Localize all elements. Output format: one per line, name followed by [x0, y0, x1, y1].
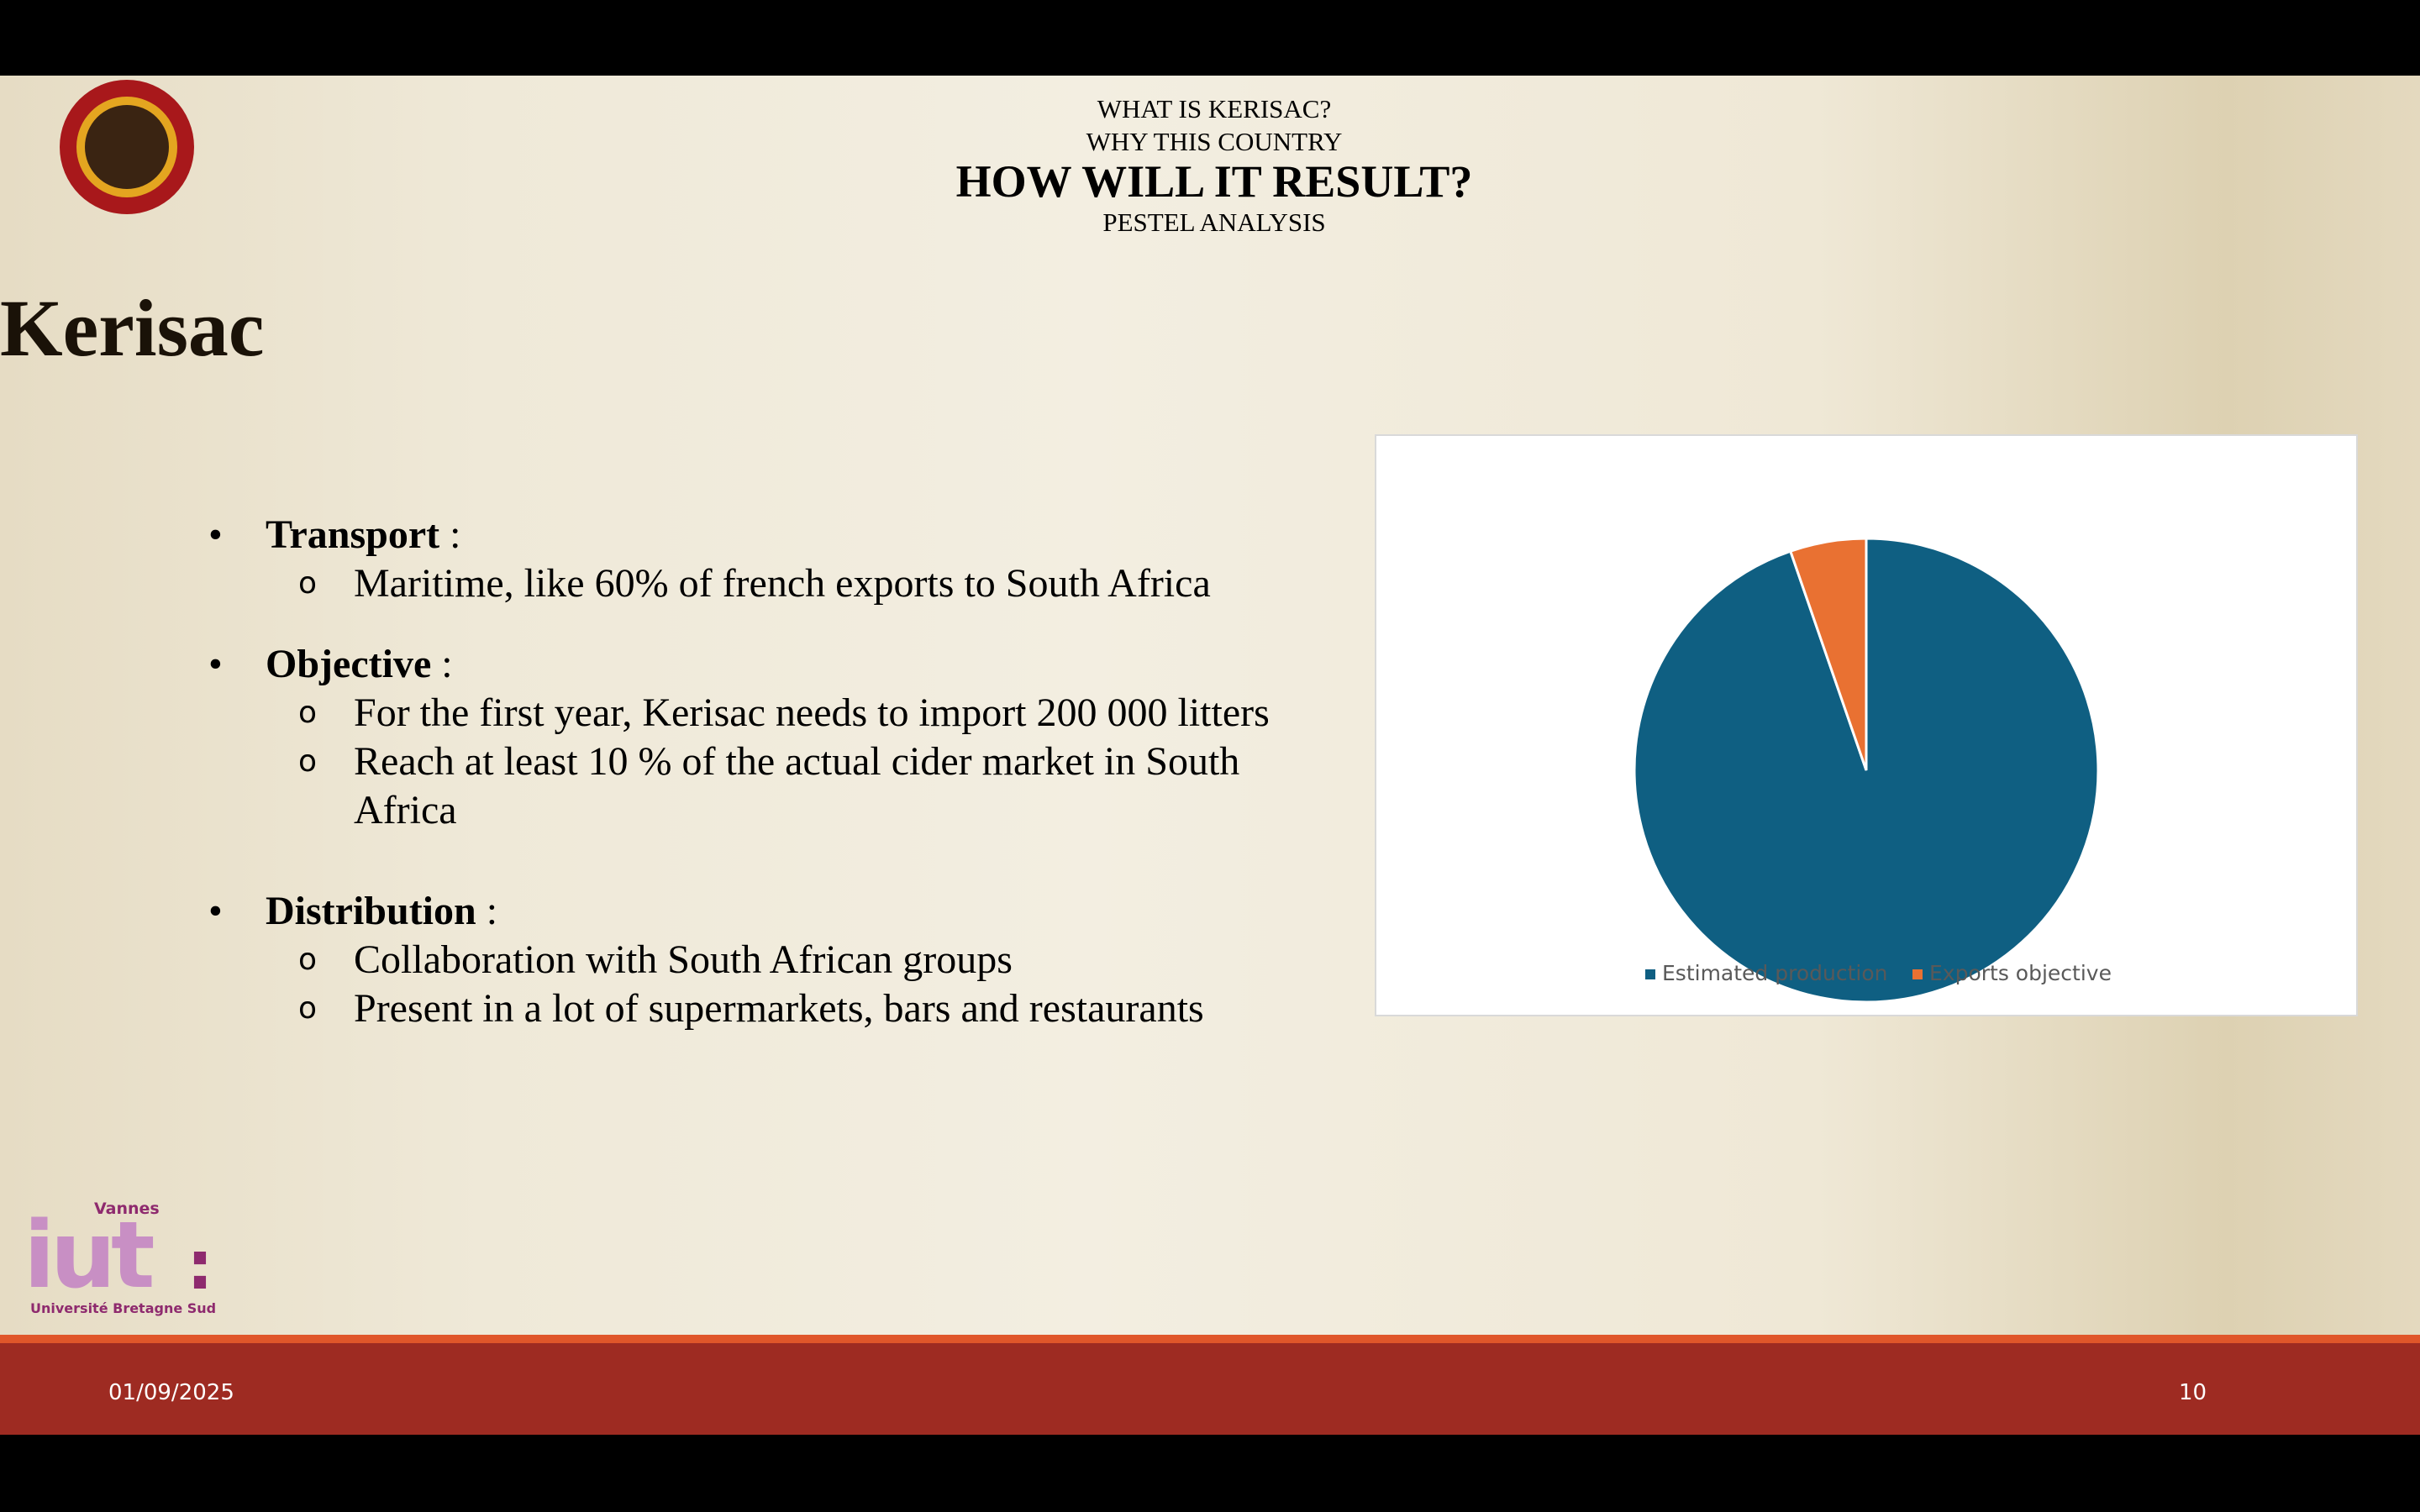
- bullet-heading-line: Objective :: [266, 640, 1324, 689]
- footer-date: 01/09/2025: [108, 1380, 234, 1405]
- legend-swatch: [1645, 969, 1655, 979]
- bullet-heading-line: Transport :: [266, 511, 1324, 559]
- slide: Kerisac WHAT IS KERISAC? WHY THIS COUNTR…: [0, 76, 2420, 1435]
- bullet-heading-line: Distribution :: [266, 887, 1324, 936]
- bullet-point: Collaboration with South African groups: [298, 936, 1320, 984]
- legend-swatch: [1912, 969, 1923, 979]
- bullet-point: For the first year, Kerisac needs to imp…: [298, 689, 1320, 738]
- header-line: WHAT IS KERISAC?: [1097, 94, 1332, 123]
- legend-label: Exports objective: [1929, 961, 2112, 985]
- header-line: WHY THIS COUNTRY: [1086, 127, 1343, 156]
- legend-label: Estimated production: [1662, 961, 1887, 985]
- bullet-heading: Distribution: [266, 889, 476, 933]
- footer: 01/09/2025 10: [0, 1335, 2420, 1435]
- bullet-separator: :: [441, 642, 453, 686]
- bullet-list: Transport :Maritime, like 60% of french …: [208, 479, 1324, 1033]
- bullet-point: Reach at least 10 % of the actual cider …: [298, 738, 1320, 835]
- header-title: HOW WILL IT RESULT?: [955, 156, 1473, 207]
- brand-logo: Kerisac: [0, 283, 265, 373]
- logo-dots: :: [187, 1226, 213, 1305]
- bullet-separator: :: [450, 512, 461, 557]
- bullet-item: Objective :For the first year, Kerisac n…: [208, 640, 1324, 835]
- seal: [60, 80, 194, 214]
- bullet-heading: Objective: [266, 642, 432, 686]
- university: Université Bretagne Sud: [30, 1300, 217, 1316]
- school-logo: iut: [24, 1201, 155, 1309]
- bullet-item: Distribution :Collaboration with South A…: [208, 887, 1324, 1033]
- header-line: PESTEL ANALYSIS: [1102, 207, 1326, 237]
- chart: Estimated production Exports objective: [1375, 434, 2358, 1016]
- bullet-point: Present in a lot of supermarkets, bars a…: [298, 984, 1320, 1033]
- pie-slice: [1788, 537, 1868, 771]
- page-number: 10: [2179, 1380, 2207, 1405]
- bullet-item: Transport :Maritime, like 60% of french …: [208, 511, 1324, 608]
- bullet-separator: :: [486, 889, 498, 933]
- bullet-heading: Transport: [266, 512, 440, 557]
- bullet-point: Maritime, like 60% of french exports to …: [298, 559, 1320, 608]
- school-city: Vannes: [94, 1200, 160, 1218]
